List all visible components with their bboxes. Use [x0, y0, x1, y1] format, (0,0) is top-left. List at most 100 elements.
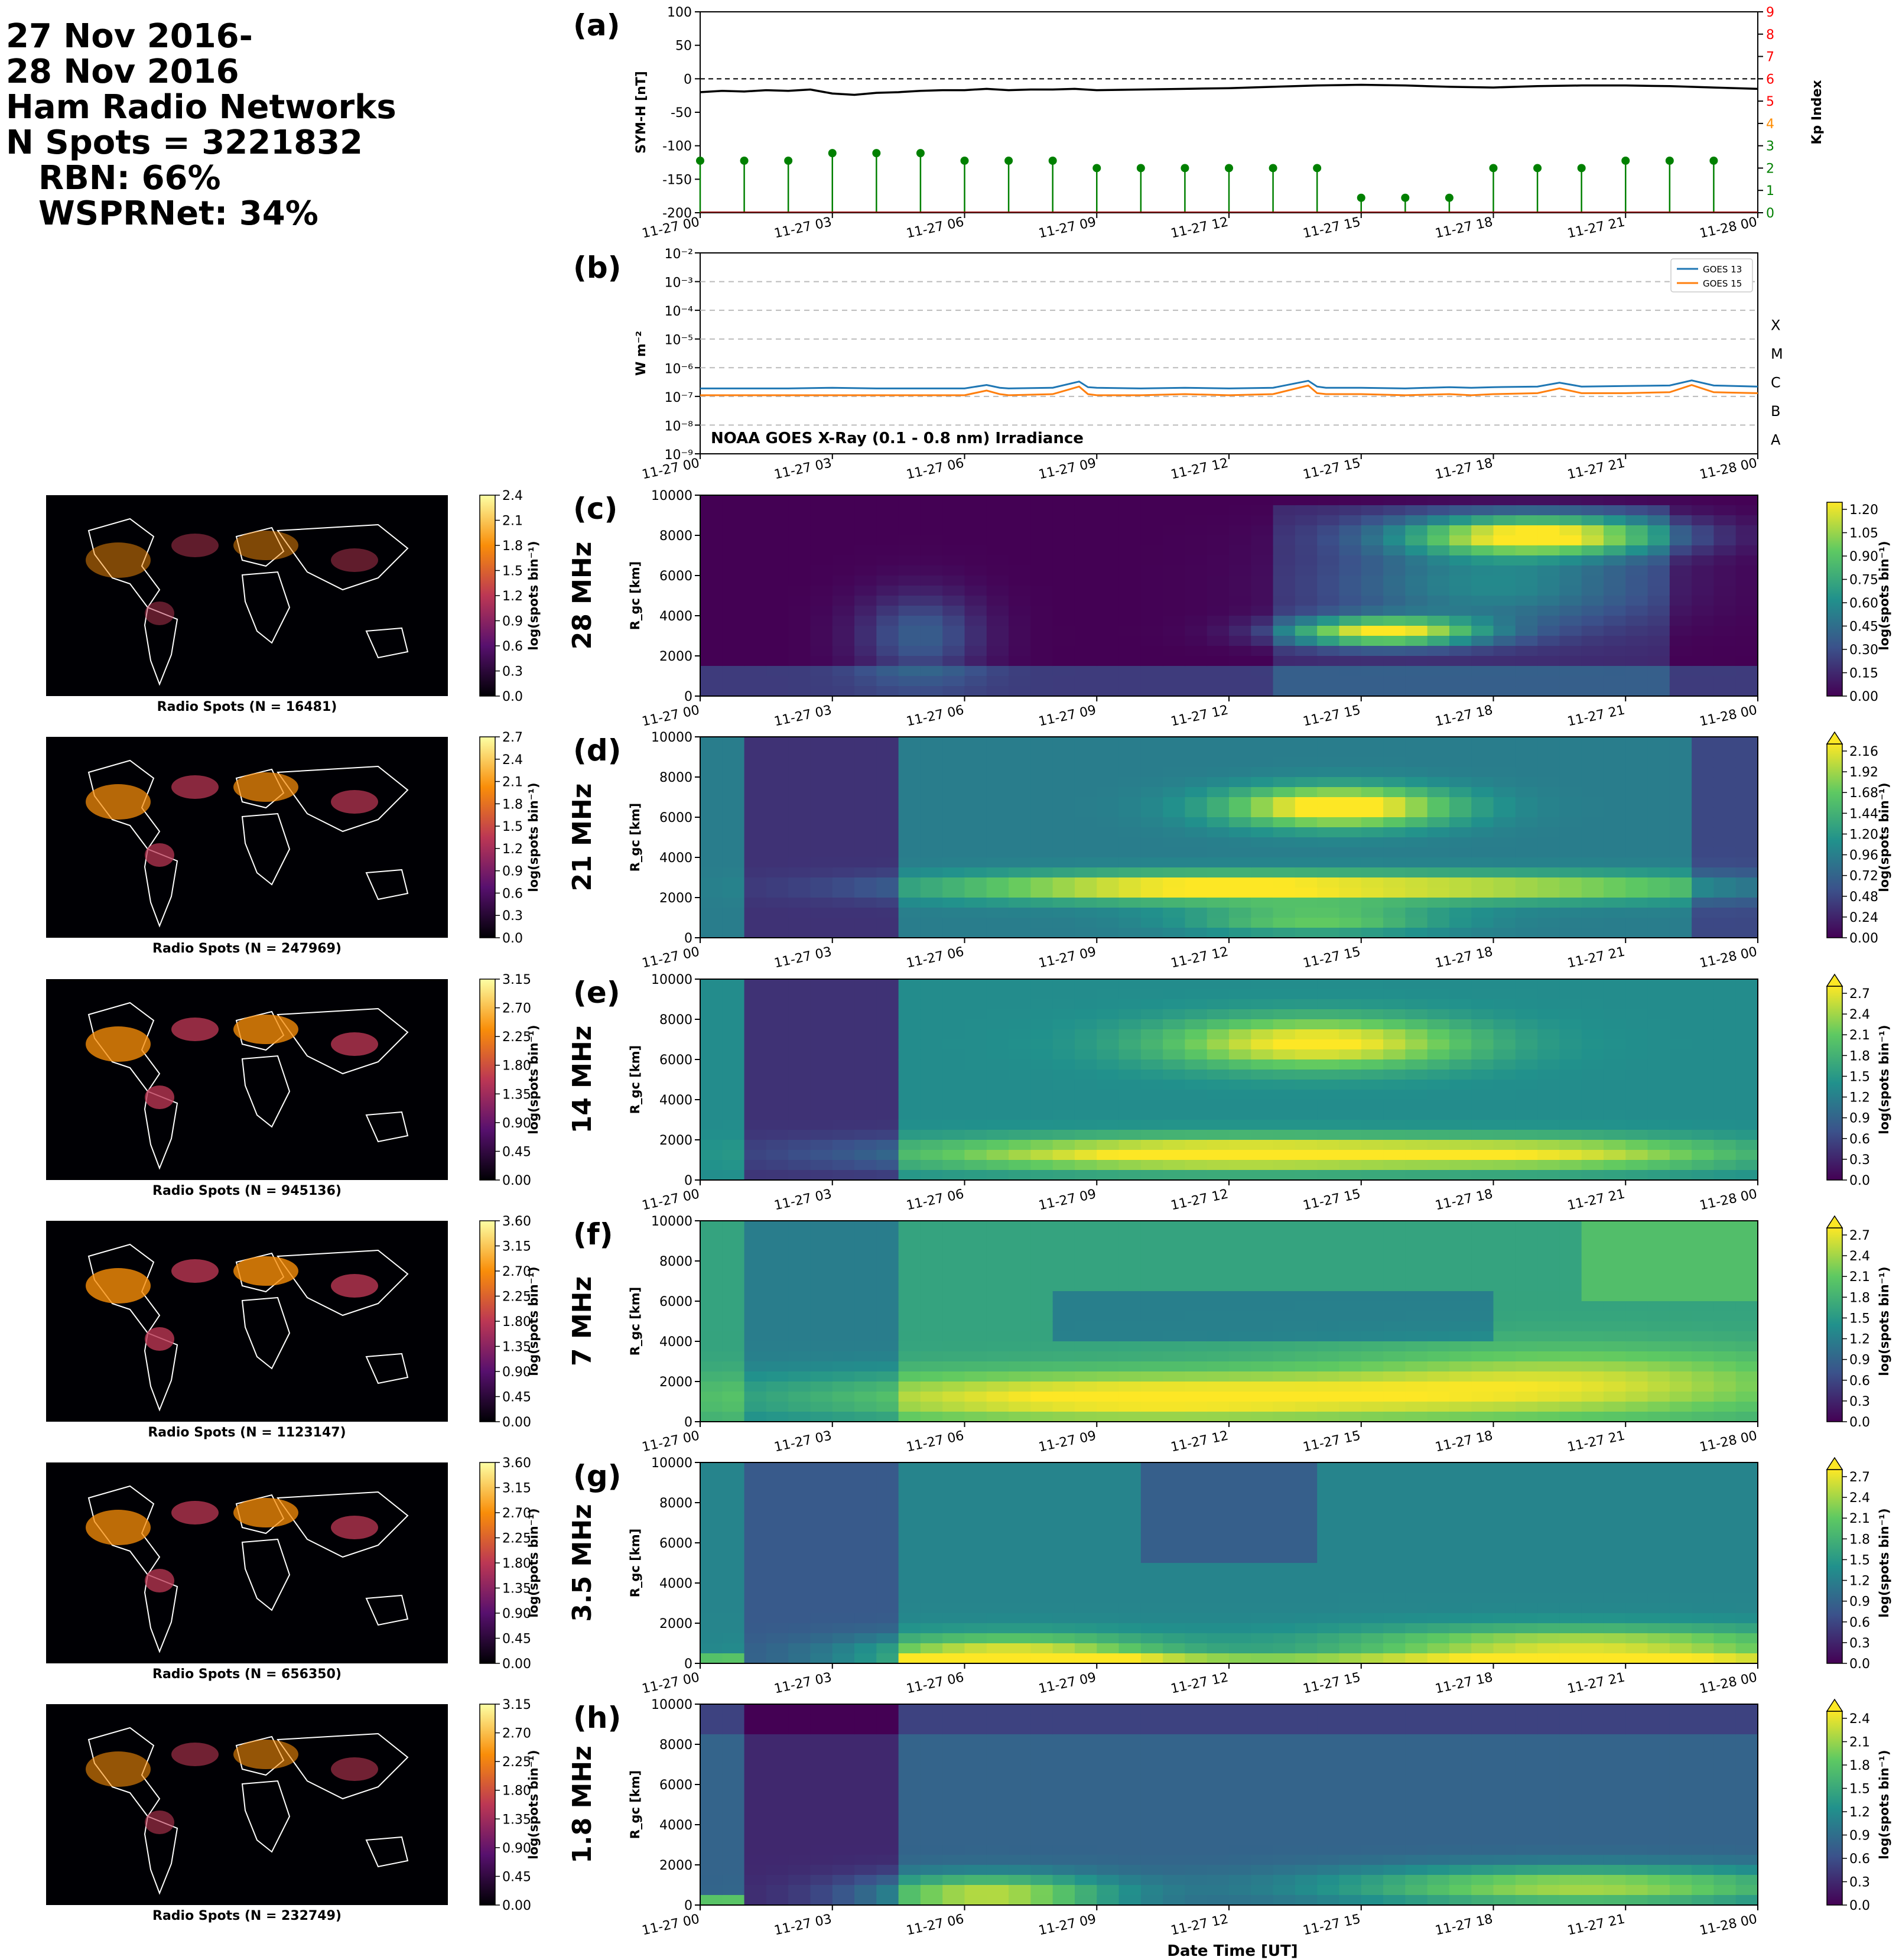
heatmap-cell [1493, 626, 1516, 636]
heatmap-cell [876, 1301, 899, 1312]
heatmap-cell [986, 576, 1009, 586]
heatmap-cell [1163, 1653, 1186, 1664]
heatmap-cell [1692, 535, 1715, 546]
heatmap-cell [920, 1301, 943, 1312]
map-cbar-tick-label: 2.25 [502, 1532, 531, 1546]
heatmap-cell [1118, 1311, 1142, 1322]
heatmap-cell [1427, 1080, 1450, 1090]
heatmap-cell [744, 666, 767, 677]
heatmap-cell [1669, 1120, 1692, 1130]
heatmap-cell [1493, 1070, 1516, 1080]
heatmap-cell [1207, 505, 1230, 516]
heatmap-cell [1207, 525, 1230, 536]
heatmap-cell [744, 1130, 767, 1140]
heatmap-cell [766, 505, 789, 516]
heatmap-cell [964, 1483, 987, 1493]
heatmap-cell [1471, 535, 1494, 546]
heatmap-cell [1207, 1543, 1230, 1553]
heatmap-cell [1229, 555, 1251, 566]
heatmap-cell [1515, 1281, 1538, 1292]
heatmap-cell [854, 1371, 877, 1382]
heatmap-cell [1537, 1412, 1560, 1422]
heatmap-cell [1339, 837, 1362, 848]
heatmap-cell [1713, 1100, 1737, 1110]
heatmap-cell [1317, 1462, 1340, 1473]
heatmap-cell [1207, 1513, 1230, 1523]
heatmap-cell [1735, 797, 1758, 808]
spot-density-blob [331, 1032, 378, 1056]
heatmap-cell [744, 737, 767, 747]
heatmap-cell [1295, 505, 1318, 516]
heatmap-cell [722, 1603, 745, 1614]
heatmap-cell [1052, 656, 1075, 667]
heatmap-cell [1185, 1321, 1208, 1332]
heatmap-cell [1581, 1281, 1604, 1292]
heatmap-cell [1449, 1261, 1472, 1272]
heatmap-cell [942, 616, 965, 626]
heatmap-cell [876, 1090, 899, 1100]
heatmap-cell [1097, 1059, 1120, 1070]
heatmap-cell [1449, 857, 1472, 868]
heatmap-cell [1713, 857, 1737, 868]
heatmap-cell [1074, 495, 1097, 506]
heatmap-cell [1559, 1140, 1582, 1150]
heatmap-cell [1030, 1473, 1053, 1483]
heatmap-cell [1097, 1371, 1120, 1382]
heatmap-cell [832, 1573, 855, 1584]
heatmap-cell [810, 1311, 833, 1322]
panel-letter: (c) [573, 492, 617, 526]
heatmap-cell [1052, 1493, 1075, 1503]
heatmap-cell [1339, 1029, 1362, 1040]
heatmap-cell [1603, 1059, 1626, 1070]
heatmap-cell [876, 757, 899, 768]
heatmap-cell [1185, 877, 1208, 888]
heatmap-cell [722, 505, 745, 516]
heatmap-cell [854, 1331, 877, 1342]
spot-map-background [46, 1221, 448, 1422]
heatmap-cell [1140, 918, 1163, 928]
heatmap-cell [1317, 525, 1340, 536]
heatmap-cell [986, 1039, 1009, 1050]
heatmap-cell [1515, 1100, 1538, 1110]
heatmap-cell [1118, 979, 1142, 990]
heatmap-cell [986, 1462, 1009, 1473]
heatmap-cell [1537, 555, 1560, 566]
heatmap-cell [1559, 646, 1582, 656]
heatmap-cell [1669, 979, 1692, 990]
heatmap-cell [1625, 586, 1648, 596]
heatmap-cell [942, 1473, 965, 1483]
map-cbar-tick-label: 0.00 [502, 1415, 531, 1430]
heatmap-cell [1537, 1120, 1560, 1130]
heatmap-cell [700, 999, 723, 1010]
heatmap-cell [964, 737, 987, 747]
kp-tick-label: 2 [1766, 161, 1774, 176]
heatmap-cell [1405, 1160, 1428, 1171]
heatmap-colorbar [1826, 986, 1843, 1181]
heatmap-cell [942, 1583, 965, 1594]
heatmap-cell [1537, 1281, 1560, 1292]
x-tick-label: 11-27 03 [773, 1428, 833, 1455]
heatmap-cell [1735, 636, 1758, 646]
heatmap-cell [964, 979, 987, 990]
cbar-tick-label: 1.2 [1849, 1091, 1870, 1106]
heatmap-cell [1251, 898, 1274, 908]
heatmap-cell [942, 1281, 965, 1292]
heatmap-cell [766, 1130, 789, 1140]
heatmap-cell [1669, 847, 1692, 858]
heatmap-cell [1383, 1130, 1406, 1140]
heatmap-cell [1118, 1473, 1142, 1483]
heatmap-cell [1207, 586, 1230, 596]
heatmap-cell [1537, 1100, 1560, 1110]
heatmap-cell [1692, 1382, 1715, 1392]
heatmap-cell [788, 1059, 811, 1070]
heatmap-cell [1295, 1039, 1318, 1050]
heatmap-cell [1052, 1623, 1075, 1634]
heatmap-cell [1295, 555, 1318, 566]
heatmap-cell [876, 737, 899, 747]
heatmap-cell [788, 908, 811, 918]
heatmap-cell [1603, 616, 1626, 626]
heatmap-cell [1603, 535, 1626, 546]
heatmap-cell [1559, 888, 1582, 898]
heatmap-cell [986, 1301, 1009, 1312]
